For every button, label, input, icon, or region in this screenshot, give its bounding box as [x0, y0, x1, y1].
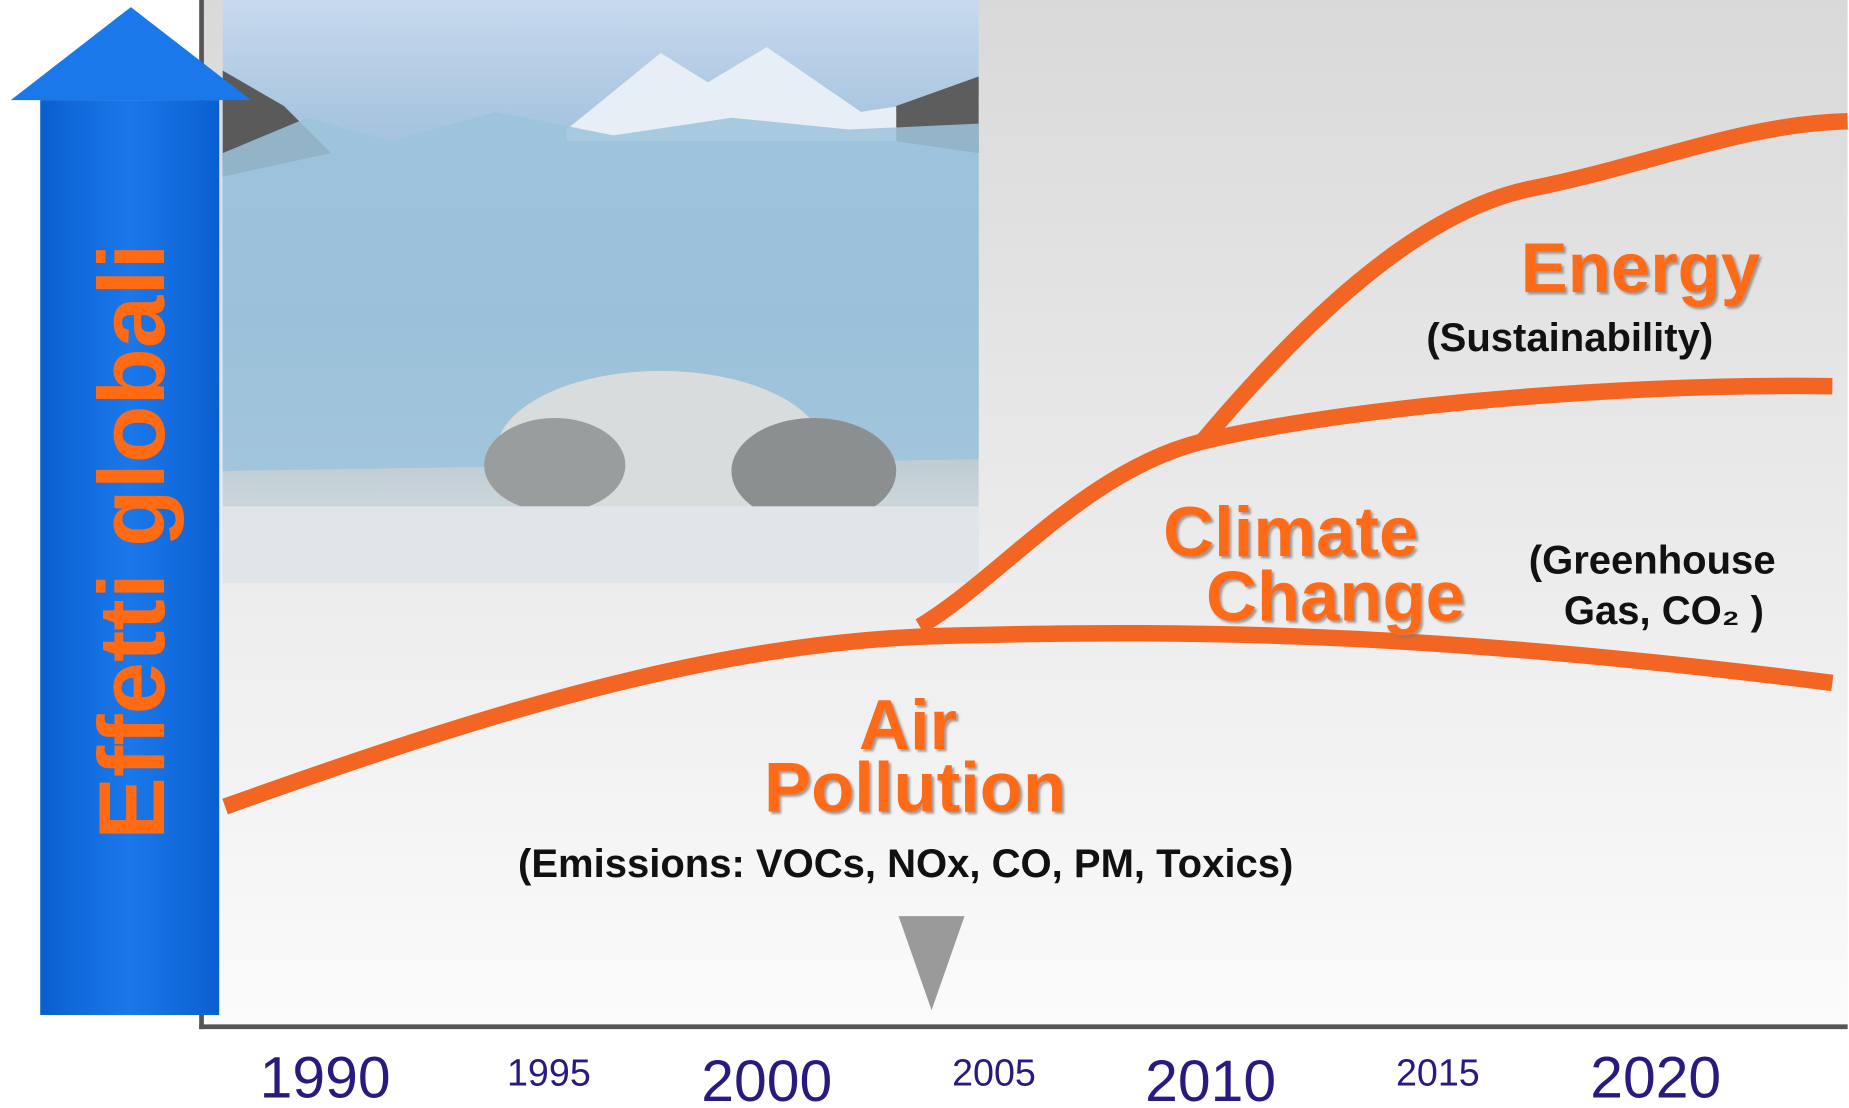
year-label: 1990: [260, 1045, 391, 1108]
marker: [898, 916, 965, 1011]
phase-subtitle: (Sustainability): [1426, 316, 1713, 360]
year-label: 1995: [507, 1052, 591, 1094]
phase-subtitle: Gas, CO₂ ): [1564, 589, 1764, 633]
phase-subtitle: (Emissions: VOCs, NOx, CO, PM, Toxics): [518, 842, 1293, 886]
phase-title: Climate: [1163, 492, 1418, 571]
curves: [222, 113, 1848, 815]
year-label: 2005: [952, 1052, 1036, 1094]
year-label: 2010: [1145, 1049, 1276, 1108]
year-label: 2000: [701, 1049, 832, 1108]
phase-title: Change: [1206, 557, 1465, 636]
glacier-photo: [222, 0, 979, 583]
phase-title: Air: [859, 685, 957, 764]
year-label: 2015: [1396, 1052, 1480, 1094]
phase-title: Pollution: [764, 747, 1066, 826]
axis-arrow: [10, 7, 251, 1015]
axis-label: Effetti globali: [79, 243, 184, 840]
phase-subtitle: (Greenhouse: [1529, 538, 1776, 582]
year-label: 2020: [1590, 1045, 1721, 1108]
phase-title: Energy: [1521, 228, 1760, 307]
